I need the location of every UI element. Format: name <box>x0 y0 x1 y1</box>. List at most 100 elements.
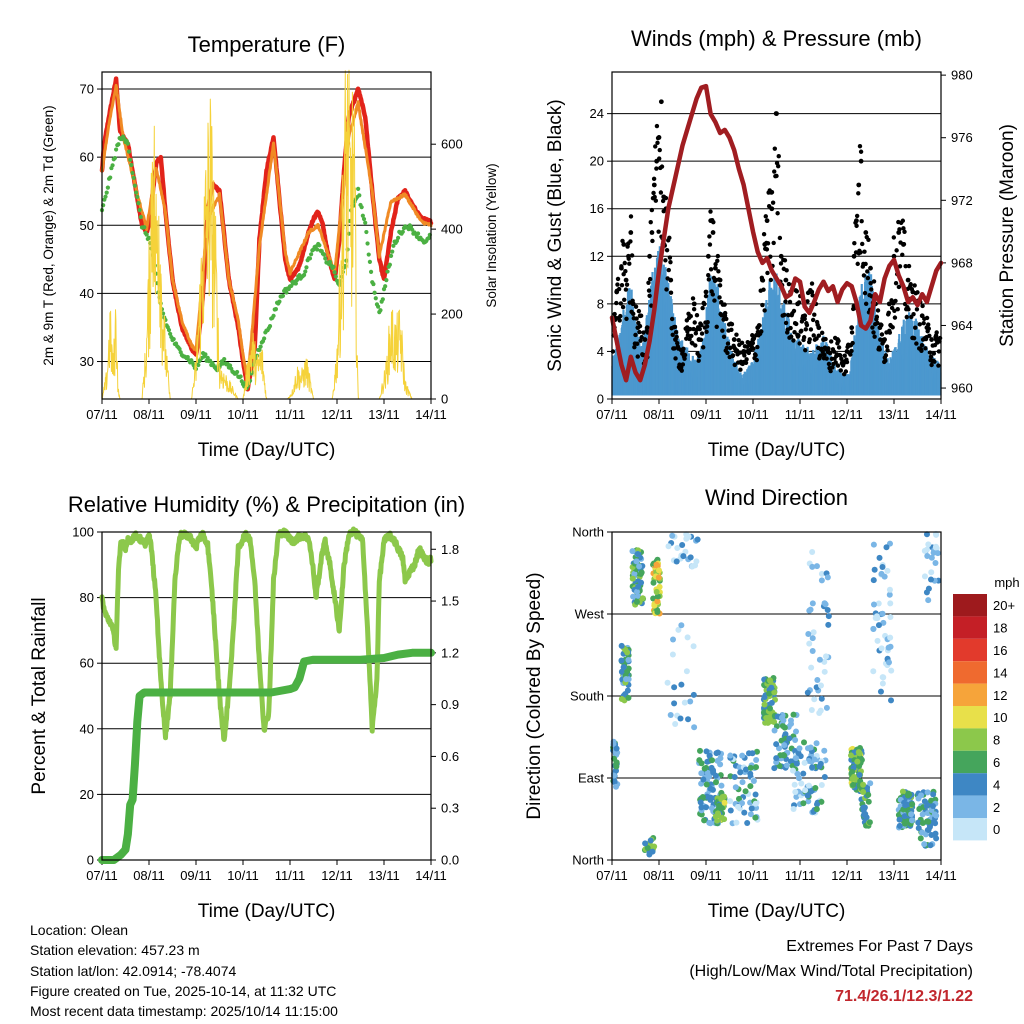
temp-series-2m-td-point <box>415 231 421 236</box>
winds-series-gust-point <box>786 281 792 287</box>
winds-series-gust-point <box>890 325 895 330</box>
temp-series-2m-td-point <box>133 190 139 195</box>
temp-series-2m-td-point <box>387 262 392 267</box>
winds-series-gust-point <box>838 368 843 373</box>
dir-point <box>704 758 711 765</box>
winds-series-gust-point <box>699 322 704 328</box>
temp-series-2m-td-point <box>372 290 377 295</box>
dir-point <box>753 748 760 755</box>
winds-series-gust-point <box>816 325 822 331</box>
dir-point <box>753 757 760 764</box>
winds-series-gust-point <box>794 321 799 327</box>
dir-point <box>824 607 831 614</box>
winds-series-gust-point <box>620 304 626 310</box>
dir-point <box>825 613 832 620</box>
winds-series-gust-point <box>761 287 766 292</box>
winds-series-gust-point <box>919 348 924 353</box>
temp-series-2m-td-point <box>373 296 378 301</box>
dir-point <box>654 598 661 605</box>
dir-point <box>873 613 880 620</box>
dir-point <box>709 757 716 764</box>
winds-series-gust-point <box>628 230 634 235</box>
dir-point <box>808 664 815 671</box>
winds-title: Winds (mph) & Pressure (mb) <box>631 26 922 51</box>
dir-point <box>800 770 807 777</box>
winds-series-gust-point <box>685 333 691 338</box>
rh-y2tick-label: 0.3 <box>441 801 459 816</box>
dir-point <box>631 570 638 577</box>
dir-point <box>625 657 632 664</box>
winds-series-station-pressure <box>609 83 944 383</box>
dir-point <box>696 757 703 764</box>
winds-series-gust-point <box>694 312 700 318</box>
temp-series-2m-td-point <box>142 225 147 230</box>
dir-point <box>915 819 922 826</box>
winds-series-gust-point <box>666 267 671 273</box>
winds-series-gust-point <box>792 329 797 335</box>
dir-point <box>925 818 932 825</box>
winds-series-gust-point <box>770 200 776 205</box>
dir-point <box>675 626 682 633</box>
winds-series-gust-point <box>619 265 624 271</box>
dir-point <box>781 724 788 731</box>
winds-series-gust-point <box>892 315 898 320</box>
dir-point <box>780 752 787 759</box>
winds-series-gust-point <box>628 239 633 244</box>
temp-series-2m-td-point <box>364 229 369 235</box>
temp-ylabel: 2m & 9m T (Red, Orange) & 2m Td (Green) <box>41 105 56 365</box>
temp-series-2m-td-point <box>410 227 415 232</box>
winds-series-gust-point <box>614 300 619 306</box>
winds-series-gust-point <box>716 269 721 274</box>
winds-series-gust-point <box>655 140 660 146</box>
dir-point <box>703 804 710 811</box>
winds-series-gust-point <box>851 253 857 259</box>
winds-series-gust-point <box>868 281 873 286</box>
temp-series-2m-td-point <box>284 290 289 295</box>
winds-series-gust-point <box>661 194 667 200</box>
dir-point <box>747 770 754 777</box>
winds-series-gust-point <box>741 349 746 354</box>
dir-point <box>813 806 820 813</box>
winds-series-gust-point <box>621 242 627 247</box>
dir-point <box>824 574 831 581</box>
dir-xtick-label: 08/11 <box>643 868 675 883</box>
winds-series-gust-point <box>612 311 617 317</box>
winds-series-gust-point <box>791 338 796 343</box>
dir-point <box>808 706 815 713</box>
temp-series-2m-td-point <box>222 356 227 362</box>
winds-series-gust-point <box>691 307 697 312</box>
temp-series-2m-td-point <box>368 269 374 274</box>
winds-series-gust-point <box>914 341 919 346</box>
rh-series-total-rainfall <box>98 648 435 864</box>
winds-series-gust-point <box>649 230 655 235</box>
winds-series-gust-point <box>906 307 911 312</box>
dir-point <box>786 735 793 742</box>
winds-series-gust-point <box>895 307 900 312</box>
dir-point <box>932 559 939 566</box>
winds-series-gust-point <box>721 334 727 339</box>
dir-cluster <box>610 738 621 790</box>
temp-series-2m-td-point <box>110 163 115 168</box>
winds-series-gust-point <box>826 361 832 367</box>
winds-series-gust-point <box>696 358 701 363</box>
dir-point <box>801 739 808 746</box>
dir-point <box>870 541 877 548</box>
dir-point <box>743 766 750 773</box>
dir-point <box>787 717 794 724</box>
winds-series-gust-point <box>775 211 780 216</box>
winds-series-gust-point <box>732 362 737 368</box>
dir-point <box>813 801 820 808</box>
winds-series-gust-point <box>904 314 909 320</box>
dir-point <box>768 684 775 691</box>
temp-series-2m-td-point <box>383 284 388 289</box>
winds-series-gust-point <box>849 330 855 335</box>
winds-series-gust-point <box>829 339 834 344</box>
recent-timestamp: Most recent data timestamp: 2025/10/14 1… <box>30 1003 338 1020</box>
winds-series-gust-point <box>715 258 720 264</box>
colorbar-swatch <box>953 638 987 662</box>
temp-series-2m-td-point <box>196 362 201 368</box>
temp-plot-area <box>99 69 434 400</box>
temp-ytick-label: 50 <box>80 218 94 233</box>
winds-series-gust-point <box>717 277 723 283</box>
winds-series-gust-point <box>819 330 825 336</box>
